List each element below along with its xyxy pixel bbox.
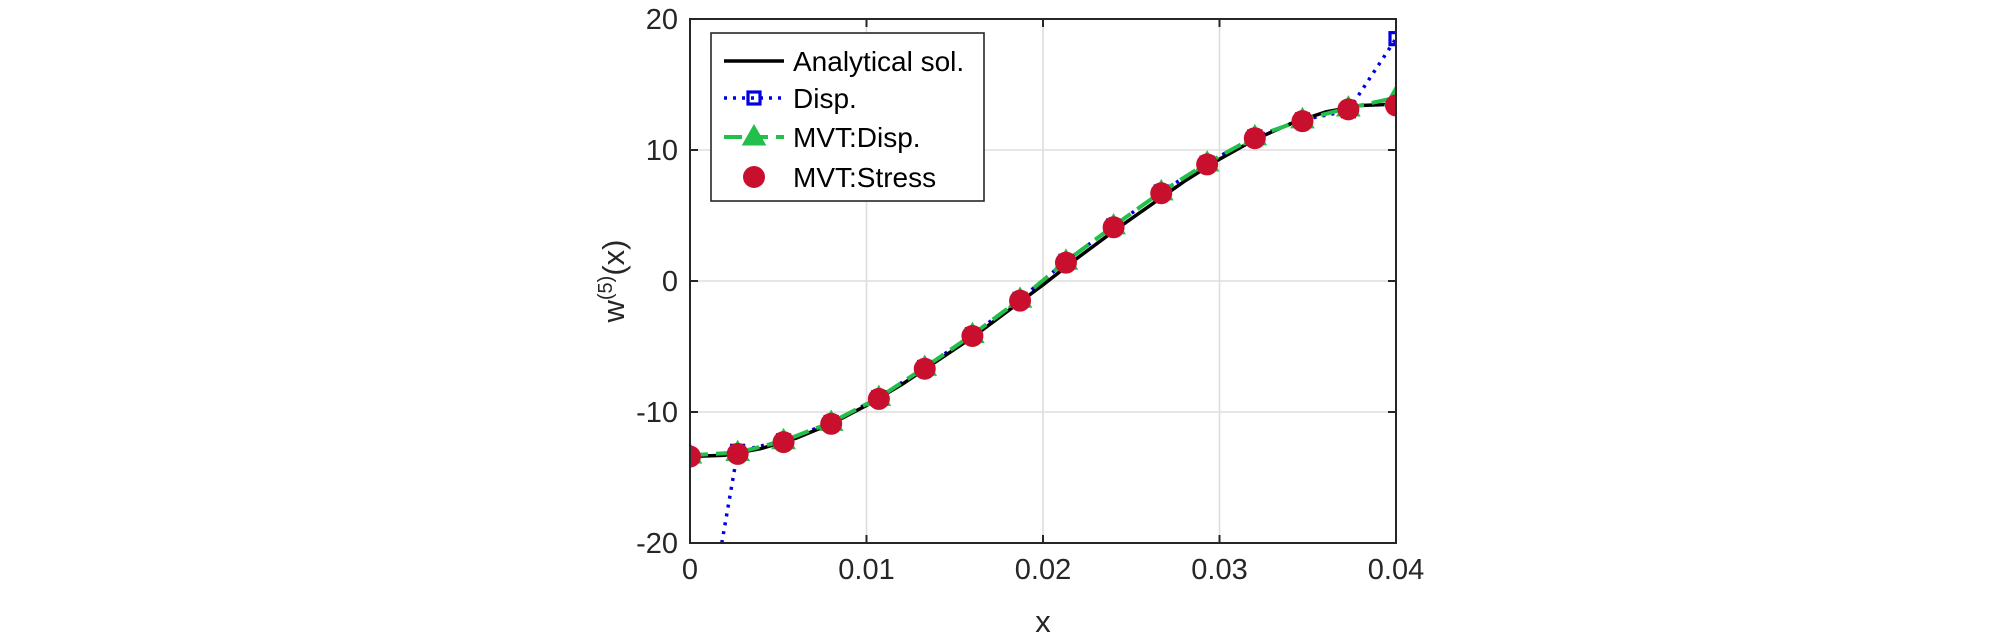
series-line [690,95,1396,458]
y-tick-label: 20 [646,4,678,36]
x-tick-label: 0 [682,554,698,586]
x-axis-label: x [1035,604,1051,637]
data-point [820,412,843,435]
data-point [1102,216,1125,239]
legend-marker [746,90,762,106]
data-point [1337,98,1360,121]
y-tick-label: -20 [636,528,678,560]
data-point [772,431,795,454]
data-point [1243,127,1266,150]
data-point [867,387,890,410]
legend-entry: Analytical sol. [724,46,964,77]
legend-entry: MVT:Stress [743,162,936,193]
legend-label: MVT:Stress [793,162,936,193]
data-point [913,357,936,380]
y-tick-label: 10 [646,135,678,167]
legend-entry: MVT:Disp. [724,122,921,153]
y-tick-label: 0 [662,266,678,298]
x-tick-label: 0.04 [1368,554,1424,586]
legend-label: Analytical sol. [793,46,964,77]
data-point [1196,153,1219,176]
data-point [961,325,984,348]
plot-area [690,31,1396,543]
legend-label: Disp. [793,83,857,114]
y-tick-label: -10 [636,397,678,429]
data-point [726,442,749,465]
axis-ticks: 0 0.01 0.02 0.03 0.04 -20 -10 0 10 20 [636,4,1424,586]
data-point [690,445,701,468]
data-point [1009,289,1032,312]
data-point [1385,94,1396,117]
data-point [1150,182,1173,205]
y-axis-label: w(5)(x) [595,240,631,324]
legend-label: MVT:Disp. [793,122,921,153]
y-axis-label-tail: (x) [596,240,631,276]
y-axis-label-sup: (5) [595,276,617,300]
legend: Analytical sol. Disp. MVT:Disp. MVT:Stress [710,32,985,202]
y-axis-label-base: w [596,300,631,324]
x-tick-label: 0.01 [838,554,894,586]
legend-marker [741,124,767,146]
x-tick-label: 0.02 [1015,554,1071,586]
x-tick-label: 0.03 [1191,554,1247,586]
data-point [1054,251,1077,274]
legend-marker [743,166,765,188]
legend-entry: Disp. [724,83,857,114]
data-point [1291,110,1314,133]
series-mvt-stress [690,94,1396,468]
data-point [1388,31,1396,47]
